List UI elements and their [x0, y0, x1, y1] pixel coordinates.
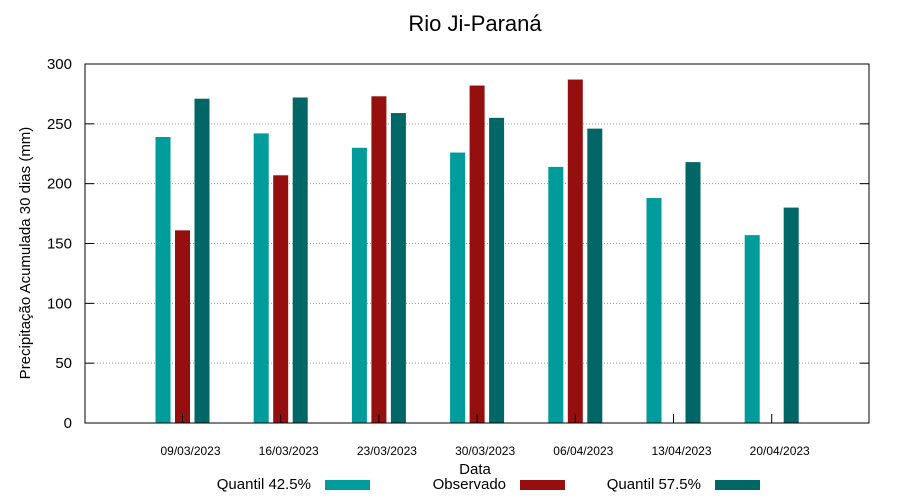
y-axis-ticks: 0 50 100 150 200 250 300 — [47, 56, 869, 432]
bar-quantil-57-5--1 — [292, 97, 308, 424]
y-tick-label: 50 — [55, 355, 72, 372]
bar-quantil-42-5--6 — [744, 235, 760, 423]
legend: Quantil 42.5% Observado Quantil 57.5% — [217, 476, 760, 493]
x-tick-label: 09/03/2023 — [160, 444, 220, 458]
bar-quantil-42-5--3 — [450, 152, 466, 423]
bar-observado-2 — [371, 96, 387, 423]
legend-swatch — [325, 480, 370, 490]
y-tick-label: 0 — [64, 415, 72, 432]
y-tick-label: 100 — [47, 295, 72, 312]
chart-title: Rio Ji-Paraná — [408, 11, 542, 36]
y-tick-label: 300 — [47, 56, 72, 73]
y-tick-label: 250 — [47, 116, 72, 133]
legend-label: Quantil 42.5% — [217, 476, 311, 493]
x-tick-label: 20/04/2023 — [750, 444, 810, 458]
bar-quantil-42-5--4 — [548, 166, 564, 423]
bar-quantil-57-5--3 — [489, 117, 505, 423]
bars — [155, 79, 799, 424]
x-tick-label: 06/04/2023 — [553, 444, 613, 458]
bar-quantil-57-5--0 — [194, 98, 210, 423]
x-tick-label: 30/03/2023 — [455, 444, 515, 458]
legend-swatch — [520, 480, 565, 490]
x-axis-ticks: 09/03/2023 16/03/2023 23/03/2023 30/03/2023… — [160, 414, 810, 458]
bar-observado-0 — [175, 230, 190, 423]
x-tick-label: 16/03/2023 — [259, 444, 319, 458]
bar-quantil-42-5--2 — [351, 147, 367, 423]
bar-quantil-42-5--0 — [155, 136, 171, 423]
y-axis-label: Precipitação Acumulada 30 dias (mm) — [17, 127, 34, 380]
legend-label: Observado — [433, 476, 506, 493]
y-tick-label: 150 — [47, 236, 72, 253]
bar-quantil-57-5--2 — [390, 113, 406, 424]
bar-quantil-57-5--5 — [685, 162, 701, 424]
x-tick-label: 13/04/2023 — [651, 444, 711, 458]
bar-observado-4 — [567, 79, 583, 423]
x-tick-label: 23/03/2023 — [357, 444, 417, 458]
bar-observado-1 — [273, 175, 289, 423]
bar-quantil-42-5--1 — [253, 133, 269, 423]
x-axis-label: Data — [459, 461, 491, 478]
bar-quantil-42-5--5 — [646, 198, 662, 423]
legend-label: Quantil 57.5% — [607, 476, 701, 493]
bar-observado-3 — [469, 85, 485, 423]
bar-quantil-57-5--4 — [587, 128, 603, 423]
legend-swatch — [715, 480, 760, 490]
y-tick-label: 200 — [47, 176, 72, 193]
bar-quantil-57-5--6 — [783, 207, 799, 423]
